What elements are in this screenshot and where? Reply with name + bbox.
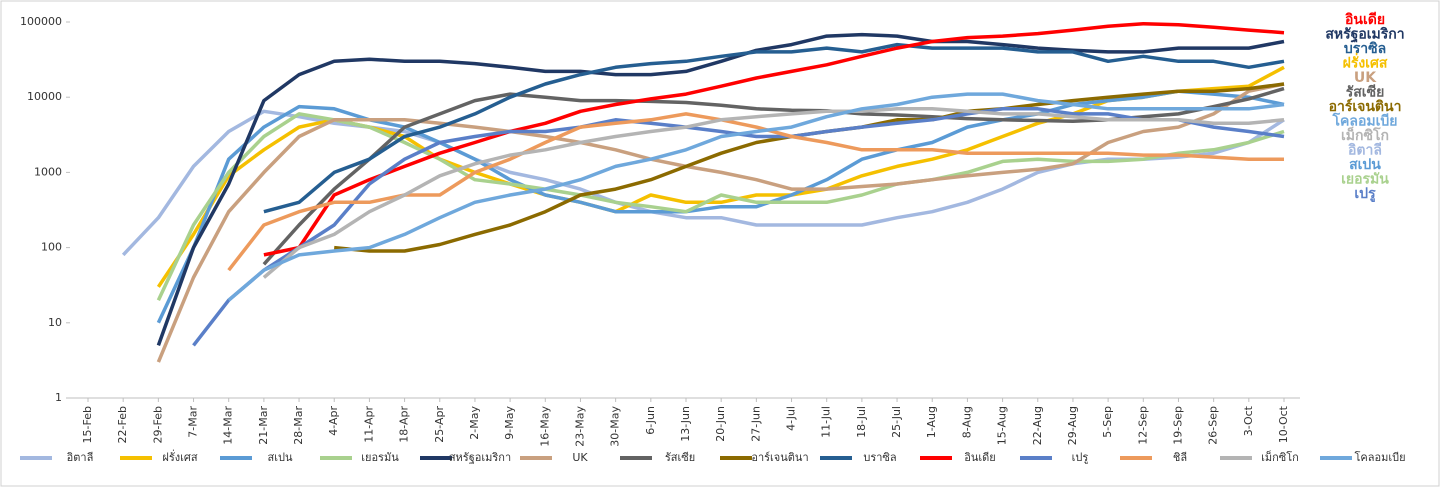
legend-label: ชิลี [1173, 451, 1187, 464]
x-tick-label: 29-Feb [151, 406, 164, 443]
x-tick-label: 8-Aug [960, 406, 973, 438]
end-label: เยอรมัน [1341, 172, 1389, 188]
x-tick-label: 10-Oct [1277, 405, 1290, 443]
x-tick-label: 22-Aug [1031, 406, 1044, 445]
end-label: อาร์เจนตินา [1329, 98, 1402, 115]
series-line [227, 92, 1285, 302]
legend-label: รัสเซีย [665, 451, 695, 464]
x-tick-label: 26-Sep [1207, 406, 1220, 445]
y-tick-label: 1000 [34, 165, 62, 178]
series-line [263, 42, 1285, 214]
end-label: เม็กซิโก [1341, 126, 1389, 144]
x-tick-label: 3-Oct [1242, 405, 1255, 436]
x-tick-label: 20-Jun [714, 406, 727, 442]
x-tick-label: 11-Jul [820, 406, 833, 438]
y-tick-label: 100000 [20, 15, 62, 28]
end-label: UK [1354, 70, 1377, 86]
x-tick-label: 22-Feb [116, 406, 129, 443]
series-line [262, 107, 1285, 279]
legend-label: สหรัฐอเมริกา [449, 451, 511, 464]
x-tick-label: 27-Jun [749, 406, 762, 442]
legend-label: สเปน [268, 451, 293, 464]
end-label: โคลอมเบีย [1332, 112, 1398, 130]
legend-label: UK [572, 451, 588, 464]
x-tick-label: 13-Jun [679, 406, 692, 442]
x-tick-label: 7-Mar [187, 406, 200, 438]
legend-label: เยอรมัน [361, 451, 399, 464]
x-tick-label: 2-May [468, 406, 481, 440]
x-tick-label: 9-May [503, 406, 516, 440]
end-label: อิตาลี [1347, 143, 1382, 159]
end-label: อินเดีย [1344, 12, 1385, 28]
y-tick-label: 100 [41, 241, 62, 254]
series-line [156, 112, 1285, 301]
x-tick-label: 4-Apr [327, 406, 340, 436]
x-tick-label: 1-Aug [925, 406, 938, 438]
x-tick-label: 18-Apr [398, 406, 411, 443]
legend-label: เม็กซิโก [1261, 450, 1299, 464]
y-tick-label: 10000 [27, 90, 62, 103]
end-label: สหรัฐอเมริกา [1325, 27, 1404, 44]
x-tick-label: 16-May [538, 406, 551, 447]
end-label: บราซิล [1344, 41, 1386, 57]
legend-label: อิตาลี [66, 451, 93, 464]
x-tick-label: 19-Sep [1171, 406, 1184, 445]
x-tick-label: 15-Feb [81, 406, 94, 443]
series-line [156, 32, 1285, 346]
legend-label: โคลอมเบีย [1354, 450, 1405, 464]
x-tick-label: 11-Apr [362, 406, 375, 443]
legend-label: เปรู [1072, 451, 1089, 464]
x-tick-label: 6-Jun [644, 406, 657, 435]
y-tick-label: 1 [55, 391, 62, 404]
x-tick-label: 14-Mar [222, 406, 235, 445]
series-line [263, 21, 1285, 257]
x-tick-label: 25-Apr [433, 406, 446, 443]
legend-label: ฝรั่งเศส [162, 449, 197, 464]
x-tick-label: 18-Jul [855, 406, 868, 438]
series-line [156, 89, 1285, 324]
x-tick-label: 30-May [609, 406, 622, 447]
x-tick-label: 25-Jul [890, 406, 903, 438]
series-line [156, 82, 1285, 363]
end-label: รัสเซีย [1346, 85, 1385, 101]
end-label: สเปน [1349, 157, 1381, 173]
x-tick-label: 4-Jul [785, 406, 798, 431]
y-tick-label: 10 [48, 316, 62, 329]
x-tick-label: 28-Mar [292, 406, 305, 445]
x-tick-label: 15-Aug [996, 406, 1009, 445]
legend-label: อินเดีย [964, 451, 996, 464]
x-tick-label: 21-Mar [257, 406, 270, 445]
legend-label: อาร์เจนตินา [751, 451, 808, 464]
end-label: เปรู [1354, 186, 1376, 202]
x-tick-label: 23-May [573, 406, 586, 447]
x-tick-label: 5-Sep [1101, 406, 1114, 438]
x-tick-label: 29-Aug [1066, 406, 1079, 445]
end-label: ฝรั่งเศส [1343, 53, 1388, 72]
x-tick-label: 12-Sep [1136, 406, 1149, 445]
legend-label: บราซิล [863, 451, 896, 464]
